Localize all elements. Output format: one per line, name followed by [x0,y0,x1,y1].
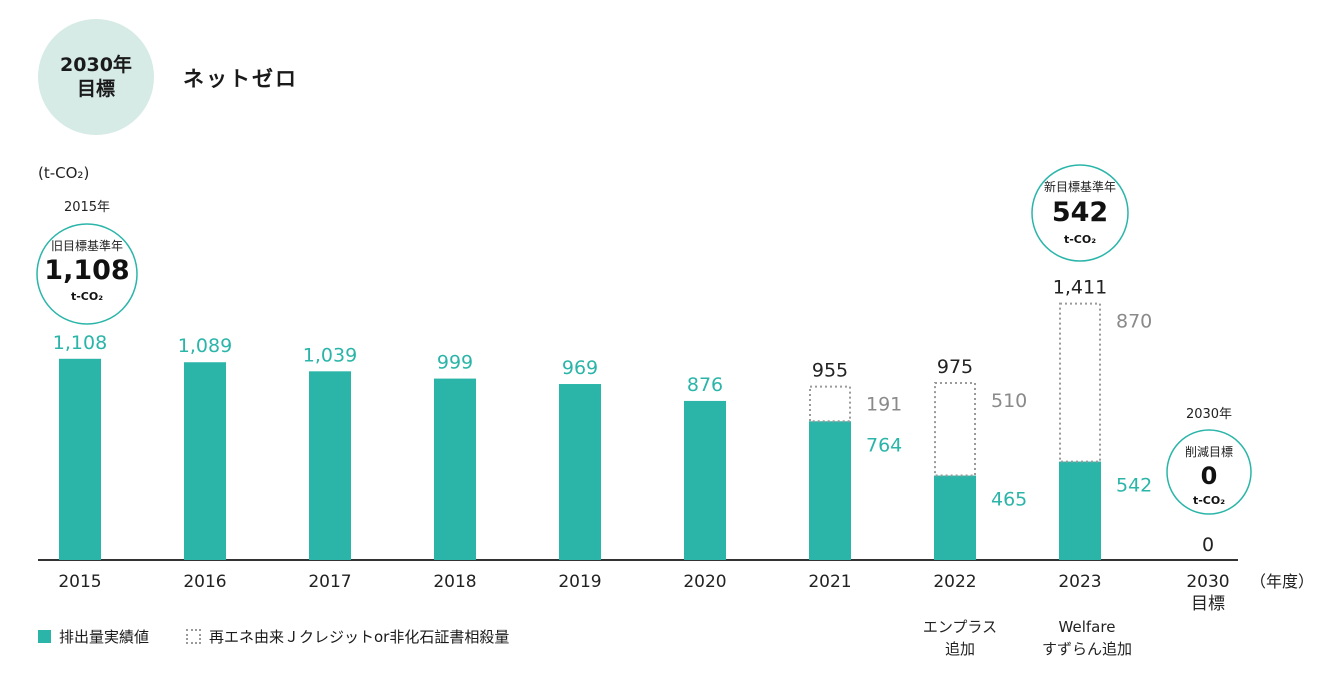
bar-top-label-2023: 1,411 [1053,277,1107,299]
bar-top-label-2018: 999 [437,352,473,374]
bar-actual-2015 [59,358,101,560]
callout-2015-circle [36,223,138,325]
callout-2030-circle [1166,429,1252,515]
callout-2023-label: 新目標基準年 [1044,179,1116,194]
goal-badge-label: 目標 [76,78,115,100]
callout-2030-unit: t-CO₂ [1193,494,1225,507]
legend-actual-swatch [38,630,51,643]
page-title: ネットゼロ [183,67,298,91]
callout-2023-value: 542 [1052,197,1108,228]
x-tick-label-2017: 2017 [308,572,351,592]
bar-actual-2016 [184,362,226,560]
side-label-offset-2023: 870 [1116,311,1152,333]
side-label-actual-2023: 542 [1116,475,1152,497]
bar-top-label-2021: 955 [812,360,848,382]
bar-top-label-2016: 1,089 [178,335,232,357]
bar-actual-2023 [1059,461,1101,560]
bottom-note-2022-0: エンプラス [923,618,997,636]
bar-actual-2019 [559,384,601,560]
callout-2015-year: 2015年 [64,200,110,215]
bottom-note-2023-1: すずらん追加 [1042,640,1132,658]
legend-offset-swatch [186,629,201,644]
callout-2030-label: 削減目標 [1185,444,1233,459]
side-label-actual-2021: 764 [866,434,902,456]
bar-top-label-2020: 876 [687,374,723,396]
bar-top-label-2017: 1,039 [303,344,357,366]
legend-actual: 排出量実績値 [38,626,149,647]
x-tick-label-2030: 2030 [1186,572,1229,592]
x-tick-label-2022: 2022 [933,572,976,592]
legend-actual-label: 排出量実績値 [59,628,150,646]
y-unit-label: (t-CO₂) [38,164,89,182]
goal-badge-year: 2030年 [60,54,132,76]
bar-offset-2021 [809,385,851,423]
side-label-offset-2022: 510 [991,390,1027,412]
x-tick-label-2018: 2018 [433,572,476,592]
bar-offset-2023 [1059,302,1101,463]
callout-2015-label: 旧目標基準年 [51,238,123,253]
bar-top-label-2030: 0 [1202,534,1214,556]
bar-actual-2022 [934,475,976,560]
bar-actual-2021 [809,421,851,560]
goal-badge: 2030年 目標 [38,19,154,135]
callout-2023-unit: t-CO₂ [1064,233,1096,246]
callout-2023-circle [1031,164,1129,262]
callout-2015-unit: t-CO₂ [71,290,103,303]
bar-top-label-2022: 975 [937,356,973,378]
bar-actual-2020 [684,400,726,560]
bar-offset-2022 [934,381,976,477]
x-tick-label-2019: 2019 [558,572,601,592]
bar-top-label-2015: 1,108 [53,332,107,354]
side-label-actual-2022: 465 [991,489,1027,511]
x-tick-label-2021: 2021 [808,572,851,592]
x-tick-label-2023: 2023 [1058,572,1101,592]
legend-offset: 再エネ由来Ｊクレジットor非化石証書相殺量 [186,626,509,647]
bar-actual-2018 [434,378,476,560]
x-tick-label-2015: 2015 [58,572,101,592]
callout-2015-value: 1,108 [44,255,129,286]
callout-2030-year: 2030年 [1186,407,1232,422]
bar-actual-2017 [309,371,351,560]
bar-top-label-2019: 969 [562,357,598,379]
side-label-offset-2021: 191 [866,394,902,416]
legend-offset-label: 再エネ由来Ｊクレジットor非化石証書相殺量 [209,628,510,646]
callout-2030-value: 0 [1201,462,1218,490]
x-axis-unit: （年度） [1250,572,1314,591]
bottom-note-2022-1: 追加 [945,640,975,658]
bottom-note-2023-0: Welfare [1059,618,1116,636]
x-tick-sublabel-2030: 目標 [1191,594,1225,614]
x-tick-label-2020: 2020 [683,572,726,592]
x-tick-label-2016: 2016 [183,572,226,592]
